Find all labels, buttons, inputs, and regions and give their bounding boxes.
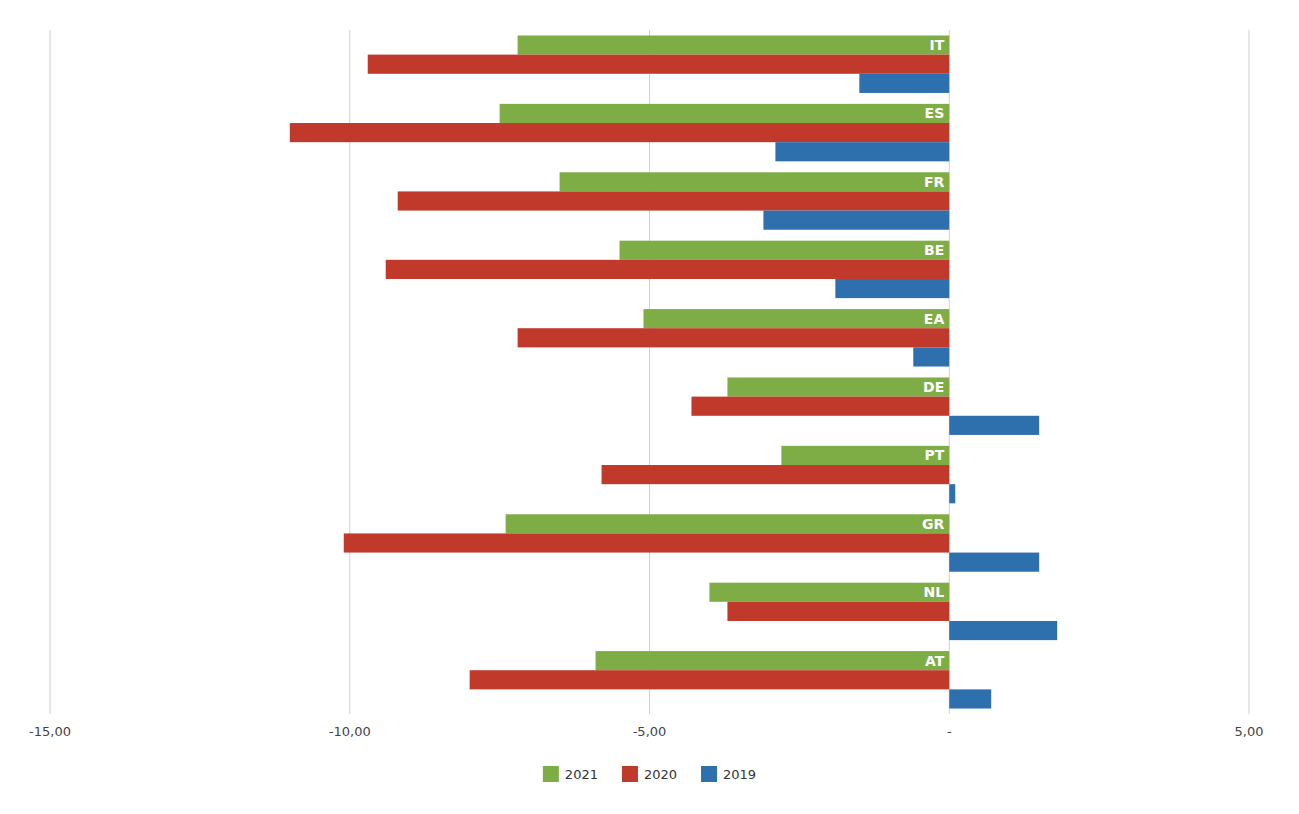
legend-label: 2021 [565, 767, 598, 782]
category-label: ES [925, 105, 945, 121]
bar [560, 172, 950, 191]
legend-swatch [543, 766, 559, 782]
bar [500, 104, 950, 123]
bar [781, 446, 949, 465]
bar [470, 670, 950, 689]
bar [727, 377, 949, 396]
bar [835, 279, 949, 298]
bar [949, 553, 1039, 572]
legend-item: 2020 [622, 766, 677, 782]
legend-item: 2019 [701, 766, 756, 782]
x-axis: -15,00-10,00-5,00-5,00 [29, 724, 1263, 739]
bar [518, 35, 950, 54]
bar [602, 465, 950, 484]
chart-container: -15,00-10,00-5,00-5,00ITESFRBEEADEPTGRNL… [0, 0, 1299, 814]
x-tick-label: -5,00 [633, 724, 667, 739]
bar [949, 484, 955, 503]
legend-swatch [622, 766, 638, 782]
bar [859, 74, 949, 93]
legend-item: 2021 [543, 766, 598, 782]
bar [386, 260, 950, 279]
category-labels: IT ES FR BE EA DE PT GR NL AT [922, 37, 945, 669]
grid-line [50, 30, 51, 714]
bar [290, 123, 949, 142]
bar [518, 328, 950, 347]
grid [50, 30, 1249, 714]
bar [949, 621, 1057, 640]
category-label: NL [924, 584, 945, 600]
legend-label: 2019 [723, 767, 756, 782]
bar [691, 397, 949, 416]
bar [775, 142, 949, 161]
bar [620, 241, 950, 260]
bar [727, 602, 949, 621]
bar [709, 583, 949, 602]
x-tick-label: - [947, 724, 952, 739]
x-tick-label: -10,00 [329, 724, 371, 739]
category-label: GR [922, 516, 944, 532]
bar [644, 309, 950, 328]
category-label: BE [924, 242, 944, 258]
bar [596, 651, 950, 670]
x-tick-label: -15,00 [29, 724, 71, 739]
bar [913, 347, 949, 366]
bar [506, 514, 950, 533]
bar [949, 416, 1039, 435]
bar [344, 533, 949, 552]
bars [290, 35, 1057, 708]
category-label: PT [924, 447, 944, 463]
x-tick-label: 5,00 [1235, 724, 1264, 739]
category-label: DE [923, 379, 944, 395]
category-label: EA [924, 311, 945, 327]
chart-svg: -15,00-10,00-5,00-5,00ITESFRBEEADEPTGRNL… [0, 0, 1299, 814]
legend-label: 2020 [644, 767, 677, 782]
category-label: FR [924, 174, 945, 190]
bar [368, 55, 950, 74]
category-label: IT [929, 37, 944, 53]
grid-line [1249, 30, 1250, 714]
legend-swatch [701, 766, 717, 782]
legend: 2021 2020 2019 [543, 766, 756, 782]
bar [398, 191, 950, 210]
bar [763, 211, 949, 230]
bar [949, 689, 991, 708]
category-label: AT [925, 653, 945, 669]
